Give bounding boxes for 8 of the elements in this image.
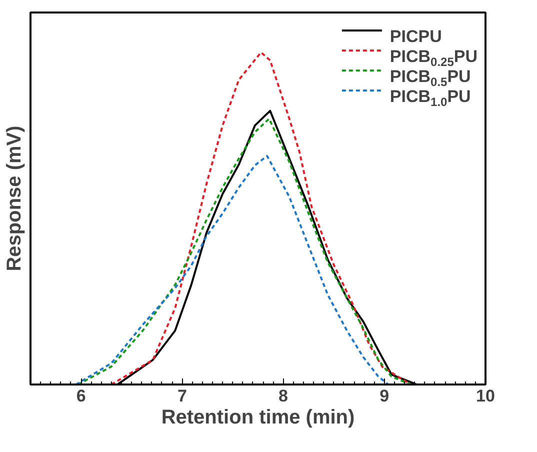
x-axis-title: Retention time (min) [161,406,355,428]
x-tick-label: 9 [380,386,390,406]
y-axis-title: Response (mV) [4,126,26,272]
legend-label: PICPU [390,27,442,46]
x-tick-label: 10 [476,386,495,406]
x-tick-label: 8 [278,386,288,406]
x-tick-label: 7 [177,386,187,406]
x-tick-label: 6 [76,386,86,406]
